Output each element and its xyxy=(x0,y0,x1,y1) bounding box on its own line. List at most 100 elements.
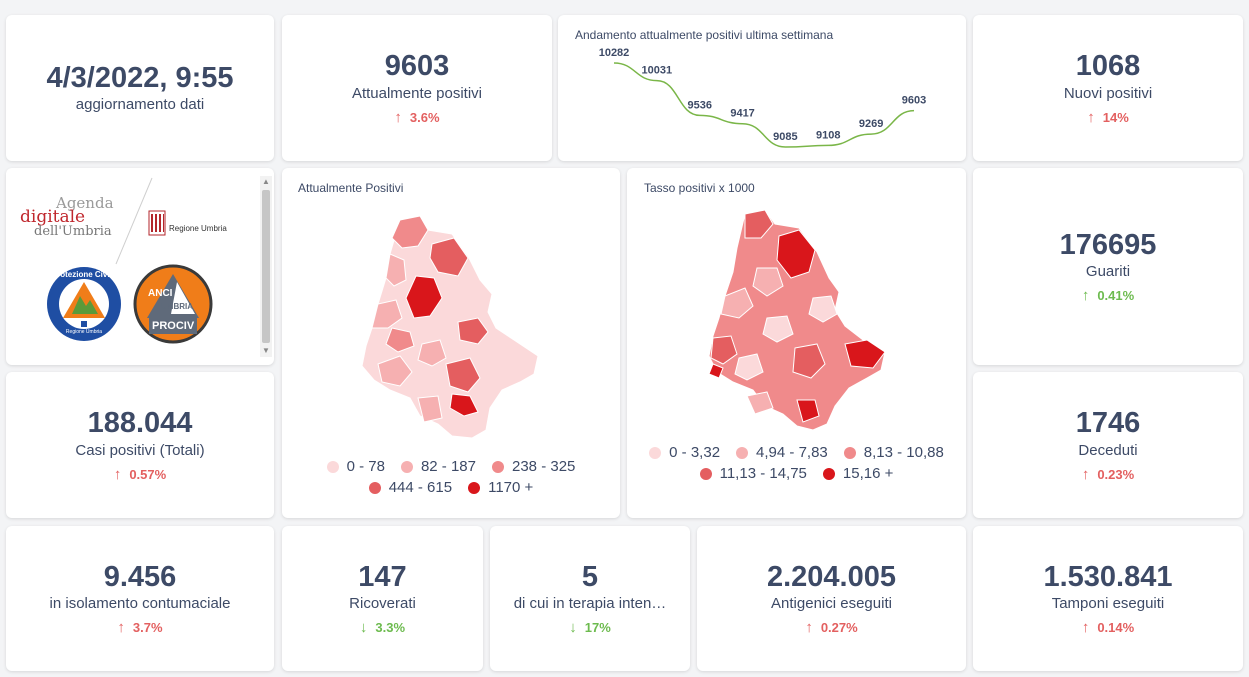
umbria-map-tasso[interactable] xyxy=(627,168,966,518)
kpi-trend-value: 17% xyxy=(584,620,611,636)
legend-label: 4,94 - 7,83 xyxy=(756,444,828,461)
anci-line3: PROCIV xyxy=(152,320,195,332)
legend-item[interactable]: 8,13 - 10,88 xyxy=(843,444,944,461)
kpi-label: Guariti xyxy=(1085,263,1131,281)
isolamento-card[interactable]: 9.456 in isolamento contumaciale ↑ 3.7% xyxy=(6,526,274,671)
legend-label: 444 - 615 xyxy=(388,479,453,496)
umbria-map-positivi[interactable] xyxy=(282,168,620,518)
kpi-trend: ↑ 3.6% xyxy=(394,110,439,125)
kpi-label: Deceduti xyxy=(1078,441,1138,459)
nuovi-positivi-card[interactable]: 1068 Nuovi positivi ↑ 14% xyxy=(973,15,1243,161)
arrow-up-icon: ↑ xyxy=(1081,287,1090,305)
map-positivi-card: Attualmente Positivi 0 - 78 82 - 187 238 -… xyxy=(282,168,620,518)
arrow-down-icon: ↓ xyxy=(569,619,577,637)
protezione-ring-text: Protezione Civile xyxy=(51,270,117,279)
update-datetime: 4/3/2022, 9:55 xyxy=(46,61,234,94)
kpi-trend-value: 3.3% xyxy=(375,620,406,636)
kpi-value: 1068 xyxy=(1075,50,1141,83)
attualmente-positivi-card[interactable]: 9603 Attualmente positivi ↑ 3.6% xyxy=(282,15,552,161)
anci-line2: UMBRIA xyxy=(161,302,193,311)
legend-item[interactable]: 4,94 - 7,83 xyxy=(736,444,828,461)
kpi-trend-value: 0.41% xyxy=(1097,288,1135,304)
anci-umbria-prociv-logo[interactable]: ANCI UMBRIA PROCIV xyxy=(133,264,213,344)
legend-item[interactable]: 0 - 3,32 xyxy=(649,444,720,461)
legend-dot-icon xyxy=(822,467,835,480)
legend-item[interactable]: 238 - 325 xyxy=(492,458,575,475)
map-legend: 0 - 78 82 - 187 238 - 325 444 - 615 1170 + xyxy=(302,458,600,496)
arrow-up-icon: ↑ xyxy=(1087,108,1095,126)
kpi-trend: ↑ 0.57% xyxy=(114,467,166,482)
regione-emblem-icon xyxy=(148,210,166,236)
protezione-sub-text: Regione Umbria xyxy=(65,329,103,335)
map-title: Attualmente Positivi xyxy=(298,181,404,195)
scroll-up-icon[interactable]: ▲ xyxy=(262,177,270,186)
terapia-card[interactable]: 5 di cui in terapia inten… ↓ 17% xyxy=(490,526,690,671)
logos-card: Agenda digitale dell'Umbria Regione Umbr… xyxy=(6,168,274,365)
kpi-trend: ↑ 0.14% xyxy=(1082,620,1134,635)
data-label: 9269 xyxy=(859,118,883,130)
protezione-civile-logo[interactable]: Protezione Civile Regione Umbria xyxy=(44,266,124,342)
legend-label: 15,16 + xyxy=(842,465,894,482)
legend-dot-icon xyxy=(843,446,856,459)
legend-label: 11,13 - 14,75 xyxy=(719,465,807,482)
agenda-digitale-logo[interactable]: Agenda digitale dell'Umbria xyxy=(20,194,120,244)
kpi-trend-value: 3.6% xyxy=(409,109,440,125)
antigenici-card[interactable]: 2.204.005 Antigenici eseguiti ↑ 0.27% xyxy=(697,526,966,671)
regione-name: Regione Umbria xyxy=(169,224,227,233)
casi-totali-card[interactable]: 188.044 Casi positivi (Totali) ↑ 0.57% xyxy=(6,372,274,518)
arrow-up-icon: ↑ xyxy=(1081,619,1090,637)
ricoverati-card[interactable]: 147 Ricoverati ↓ 3.3% xyxy=(282,526,483,671)
legend-label: 8,13 - 10,88 xyxy=(863,444,944,461)
arrow-up-icon: ↑ xyxy=(1081,465,1090,483)
protezione-civile-emblem-icon xyxy=(47,267,121,341)
legend-dot-icon xyxy=(736,446,749,459)
kpi-value: 1746 xyxy=(1075,407,1141,440)
scroll-thumb[interactable] xyxy=(262,190,270,343)
deceduti-card[interactable]: 1746 Deceduti ↑ 0.23% xyxy=(973,372,1243,518)
kpi-value: 5 xyxy=(581,560,599,593)
legend-item[interactable]: 15,16 + xyxy=(822,465,894,482)
legend-item[interactable]: 11,13 - 14,75 xyxy=(699,465,807,482)
legend-dot-icon xyxy=(468,481,481,494)
kpi-trend: ↑ 0.41% xyxy=(1082,288,1134,303)
logos-scrollbar[interactable]: ▲ ▼ xyxy=(260,176,272,357)
anci-emblem-icon xyxy=(133,264,213,344)
data-label: 9603 xyxy=(902,95,926,107)
agenda-line2: digitale xyxy=(20,207,86,227)
legend-dot-icon xyxy=(368,481,381,494)
kpi-trend: ↓ 3.3% xyxy=(360,620,405,635)
data-label: 9536 xyxy=(687,99,711,111)
legend-item[interactable]: 82 - 187 xyxy=(400,458,476,475)
kpi-value: 1.530.841 xyxy=(1043,560,1173,593)
kpi-label: Ricoverati xyxy=(349,595,416,613)
regione-umbria-logo[interactable]: Regione Umbria xyxy=(148,210,248,238)
kpi-trend: ↑ 0.23% xyxy=(1082,467,1134,482)
legend-label: 1170 + xyxy=(488,479,534,496)
tamponi-card[interactable]: 1.530.841 Tamponi eseguiti ↑ 0.14% xyxy=(973,526,1243,671)
trend-chart-card: Andamento attualmente positivi ultima se… xyxy=(558,15,966,161)
kpi-value: 2.204.005 xyxy=(766,560,896,593)
guariti-card[interactable]: 176695 Guariti ↑ 0.41% xyxy=(973,168,1243,365)
update-card: 4/3/2022, 9:55 aggiornamento dati xyxy=(6,15,274,161)
legend-label: 0 - 3,32 xyxy=(669,444,721,461)
kpi-value: 188.044 xyxy=(87,407,193,440)
kpi-trend: ↑ 3.7% xyxy=(117,620,162,635)
map-tasso-card: Tasso positivi x 1000 0 - 3,32 4,94 - 7,8… xyxy=(627,168,966,518)
trend-line-chart: 10282 10031 9536 9417 9085 9108 9269 9603 xyxy=(599,47,926,148)
arrow-up-icon: ↑ xyxy=(113,465,122,483)
kpi-trend-value: 0.27% xyxy=(820,620,858,636)
legend-item[interactable]: 1170 + xyxy=(468,479,533,496)
arrow-up-icon: ↑ xyxy=(117,619,125,637)
kpi-trend: ↓ 17% xyxy=(569,620,611,635)
legend-dot-icon xyxy=(699,467,712,480)
data-label: 10282 xyxy=(599,47,630,59)
map-legend: 0 - 3,32 4,94 - 7,83 8,13 - 10,88 11,13 - 1… xyxy=(647,444,946,482)
data-label: 9417 xyxy=(730,108,754,120)
legend-item[interactable]: 444 - 615 xyxy=(368,479,453,496)
legend-item[interactable]: 0 - 78 xyxy=(326,458,385,475)
legend-label: 238 - 325 xyxy=(512,458,576,475)
kpi-value: 147 xyxy=(358,560,407,593)
data-label: 9085 xyxy=(773,131,797,143)
scroll-down-icon[interactable]: ▼ xyxy=(262,346,270,355)
kpi-trend: ↑ 0.27% xyxy=(805,620,857,635)
